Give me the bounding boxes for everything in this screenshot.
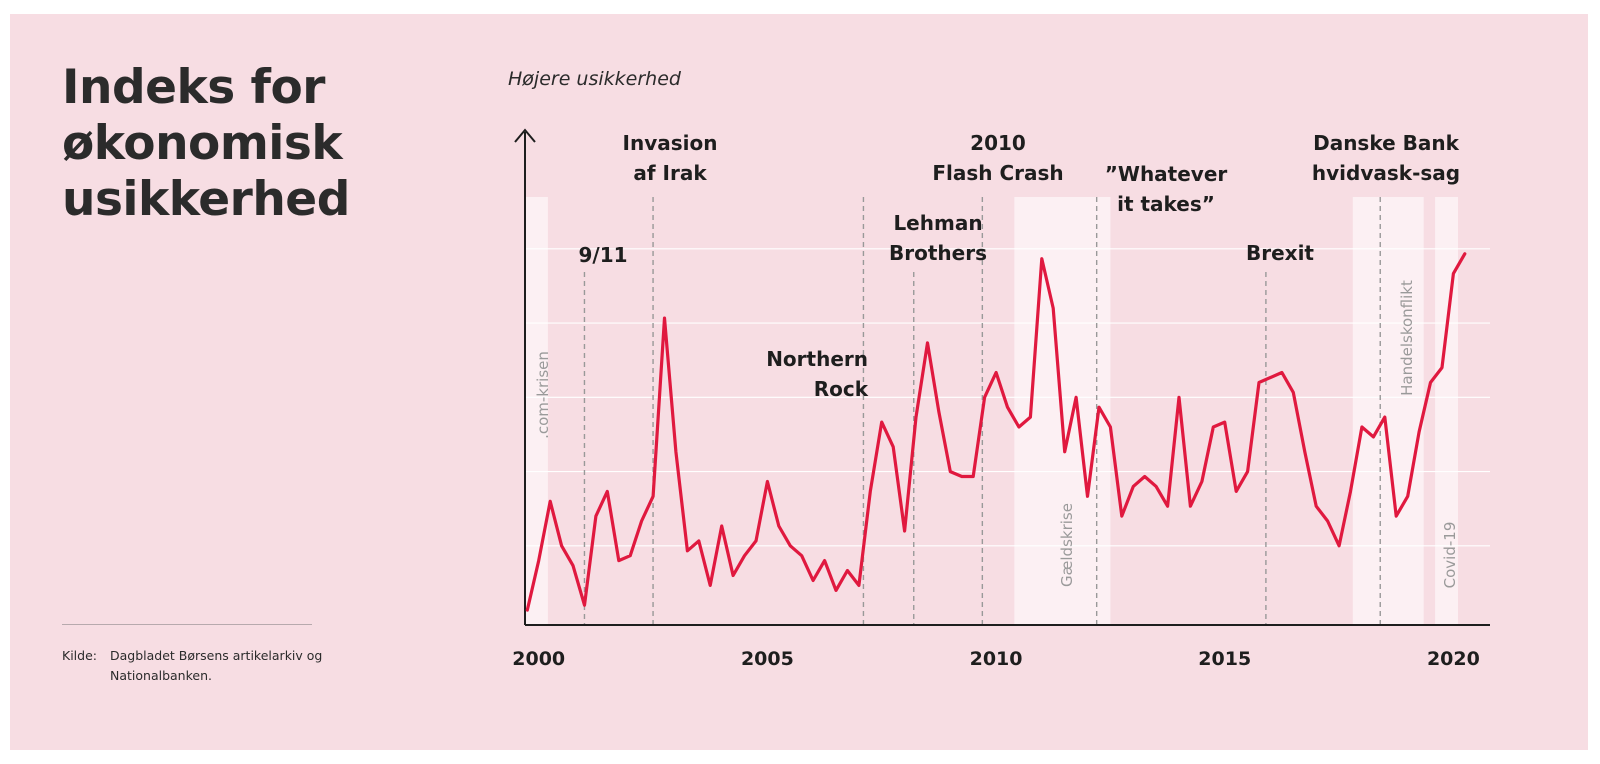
event-annotation: Invasion af Irak [623,131,718,185]
crisis-bands [525,197,1458,625]
x-tick-label: 2000 [512,648,565,670]
axes [514,128,1490,626]
event-annotation: Lehman Brothers [889,211,987,265]
x-tick-label: 2015 [1198,648,1251,670]
event-annotation: Brexit [1246,241,1314,265]
crisis-band [1435,197,1458,625]
crisis-band [525,197,548,625]
x-tick-labels: 2000 2005 2010 2015 2020 [512,648,1480,670]
series-line-path [525,252,1467,612]
y-axis-arrow-icon [514,128,536,143]
x-tick-label: 2010 [970,648,1023,670]
y-axis-label: Højere usikkerhed [508,68,682,90]
band-label: Gældskrise [1058,503,1076,587]
event-annotations: 9/11 Invasion af Irak Northern Rock Lehman Bro… [578,131,1460,401]
event-lines [583,197,1381,625]
source-label: Kilde: [62,648,97,663]
page-title: Indeks for økonomisk usikkerhed [62,60,350,227]
band-label: Covid-19 [1441,522,1459,589]
chart-panel [10,14,1588,750]
event-annotation: Northern Rock [766,347,869,401]
series-line [525,252,1467,612]
event-annotation: 2010 Flash Crash [932,131,1063,185]
event-annotation: Danske Bank hvidvask-sag [1312,131,1460,185]
source-text: Dagbladet Børsens artikelarkiv og Nation… [110,648,323,683]
event-annotation: ”Whatever it takes” [1105,162,1228,216]
band-label: Handelskonflikt [1398,280,1416,396]
event-annotation: 9/11 [578,243,627,267]
crisis-band [1352,197,1424,625]
x-tick-label: 2020 [1427,648,1480,670]
x-tick-label: 2005 [741,648,794,670]
source-divider [62,624,312,625]
band-labels: .com-krisen Gældskrise Handelskonflikt Covi… [534,280,1459,588]
band-label: .com-krisen [534,351,552,439]
